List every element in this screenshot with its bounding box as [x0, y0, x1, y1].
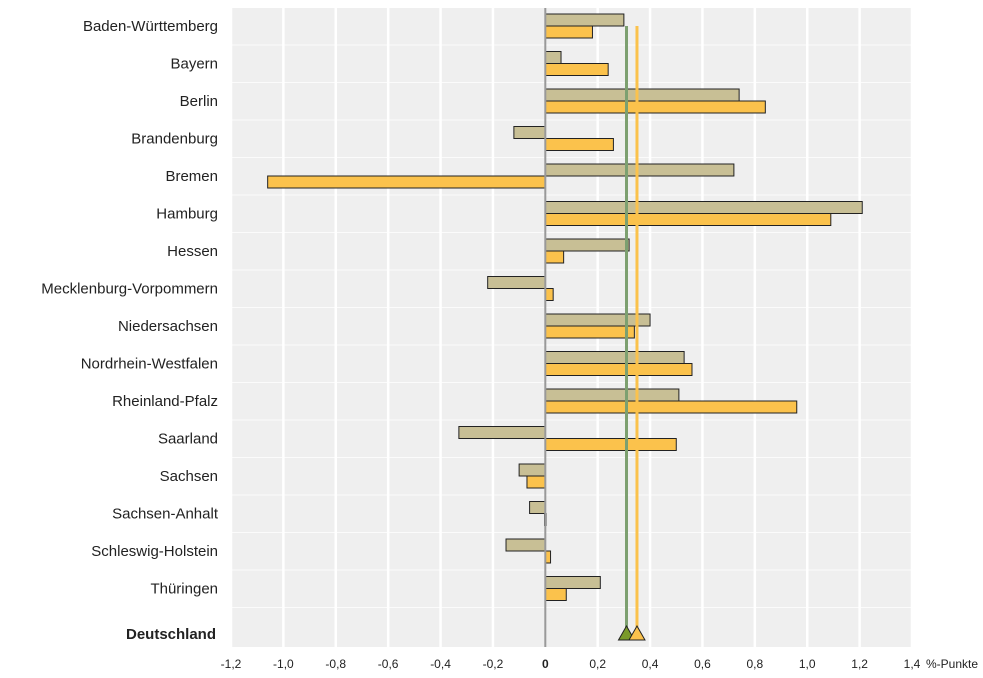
bar-series-2-6 — [544, 250, 565, 264]
category-label-14: Schleswig-Holstein — [91, 543, 218, 560]
x-tick-label-10: 0,8 — [747, 657, 764, 671]
total-reference — [617, 26, 646, 641]
bar-series-1-7 — [487, 276, 546, 289]
bar-series-2-3 — [544, 138, 614, 151]
category-label-3: Brandenburg — [131, 131, 218, 148]
bar-series-1-3 — [513, 126, 546, 139]
x-axis-unit: %-Punkte — [926, 657, 978, 671]
category-label-9: Nordrhein-Westfalen — [81, 356, 218, 373]
category-label-10: Rheinland-Pfalz — [112, 393, 218, 410]
bar-series-1-4 — [544, 163, 735, 177]
bar-series-1-5 — [544, 201, 863, 214]
category-label-7: Mecklenburg-Vorpommern — [41, 281, 218, 298]
bar-series-1-0 — [544, 13, 625, 27]
category-label-11: Saarland — [158, 431, 218, 448]
category-label-5: Hamburg — [156, 206, 218, 223]
bar-series-1-9 — [544, 351, 685, 364]
bar-series-2-11 — [544, 438, 677, 451]
bar-series-1-11 — [458, 426, 546, 439]
x-tick-label-0: -1,2 — [221, 657, 242, 671]
bar-series-2-10 — [544, 400, 798, 414]
category-label-1: Bayern — [170, 56, 218, 73]
bars — [267, 13, 863, 601]
bar-series-2-2 — [544, 100, 766, 114]
x-tick-label-9: 0,6 — [694, 657, 711, 671]
bar-series-2-4 — [267, 175, 546, 189]
bar-series-2-12 — [526, 475, 546, 489]
category-label-12: Sachsen — [160, 468, 218, 485]
category-labels: Baden-Württemberg Bayern Berlin Brandenburg… — [41, 18, 219, 643]
bar-series-2-1 — [544, 63, 609, 76]
x-tick-label-5: -0,2 — [483, 657, 504, 671]
x-tick-label-2: -0,8 — [325, 657, 346, 671]
x-tick-label-12: 1,2 — [851, 657, 868, 671]
category-label-8: Niedersachsen — [118, 318, 218, 335]
bar-series-1-12 — [518, 463, 546, 477]
bar-series-1-14 — [505, 538, 546, 552]
bar-series-1-1 — [544, 51, 562, 64]
x-tick-label-8: 0,4 — [642, 657, 659, 671]
bar-series-2-5 — [544, 213, 832, 226]
bar-series-1-13 — [529, 501, 546, 514]
x-tick-label-11: 1,0 — [799, 657, 816, 671]
bar-series-1-15 — [544, 576, 601, 589]
bar-series-2-7 — [544, 288, 554, 301]
x-tick-label-6: 0 — [542, 657, 549, 671]
category-label-4: Bremen — [165, 168, 218, 185]
bar-series-1-2 — [544, 88, 740, 102]
x-axis-ticks: -1,2 -1,0 -0,8 -0,6 -0,4 -0,2 0 0,2 0,4 0,6 0,8 1,0… — [221, 657, 921, 671]
category-label-6: Hessen — [167, 243, 218, 260]
x-tick-label-3: -0,6 — [378, 657, 399, 671]
bar-series-2-15 — [544, 588, 567, 601]
x-tick-label-4: -0,4 — [430, 657, 451, 671]
gridlines — [229, 8, 914, 647]
x-tick-label-13: 1,4 — [904, 657, 921, 671]
bar-series-2-9 — [544, 363, 693, 376]
x-tick-label-7: 0,2 — [589, 657, 606, 671]
category-label-15: Thüringen — [150, 581, 218, 598]
total-marker-2 — [628, 624, 646, 641]
bar-series-1-6 — [544, 238, 630, 252]
bar-series-2-8 — [544, 325, 635, 339]
category-label-0: Baden-Württemberg — [83, 18, 218, 35]
category-label-total: Deutschland — [126, 626, 216, 643]
category-label-2: Berlin — [180, 93, 218, 110]
category-label-13: Sachsen-Anhalt — [112, 506, 219, 523]
x-tick-label-1: -1,0 — [273, 657, 294, 671]
bar-series-1-10 — [544, 388, 680, 402]
bar-series-1-8 — [544, 313, 651, 327]
bar-series-2-0 — [544, 25, 593, 39]
